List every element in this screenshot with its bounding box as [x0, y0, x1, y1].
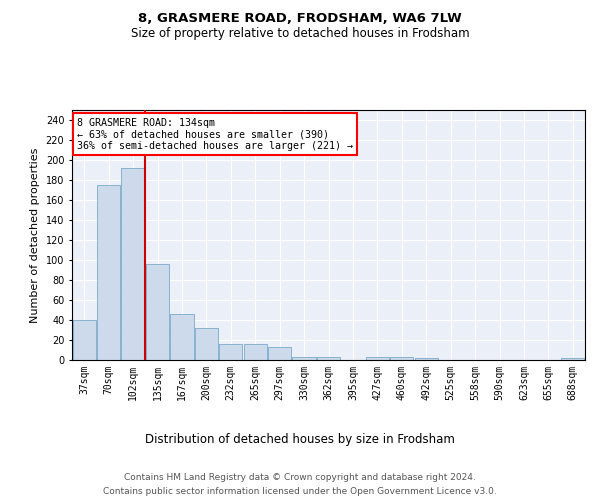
Bar: [97, 185, 120, 360]
Bar: [366, 357, 389, 360]
Text: Contains public sector information licensed under the Open Government Licence v3: Contains public sector information licen…: [103, 488, 497, 496]
Bar: [415, 358, 438, 360]
Bar: [244, 344, 267, 360]
Text: Distribution of detached houses by size in Frodsham: Distribution of detached houses by size …: [145, 432, 455, 446]
Bar: [317, 357, 340, 360]
Bar: [170, 314, 194, 360]
Y-axis label: Number of detached properties: Number of detached properties: [30, 148, 40, 322]
Text: Size of property relative to detached houses in Frodsham: Size of property relative to detached ho…: [131, 28, 469, 40]
Bar: [121, 168, 145, 360]
Text: Contains HM Land Registry data © Crown copyright and database right 2024.: Contains HM Land Registry data © Crown c…: [124, 472, 476, 482]
Bar: [195, 328, 218, 360]
Bar: [390, 357, 413, 360]
Bar: [73, 320, 96, 360]
Bar: [219, 344, 242, 360]
Text: 8, GRASMERE ROAD, FRODSHAM, WA6 7LW: 8, GRASMERE ROAD, FRODSHAM, WA6 7LW: [138, 12, 462, 26]
Bar: [561, 358, 584, 360]
Bar: [292, 357, 316, 360]
Bar: [146, 264, 169, 360]
Text: 8 GRASMERE ROAD: 134sqm
← 63% of detached houses are smaller (390)
36% of semi-d: 8 GRASMERE ROAD: 134sqm ← 63% of detache…: [77, 118, 353, 150]
Bar: [268, 347, 291, 360]
